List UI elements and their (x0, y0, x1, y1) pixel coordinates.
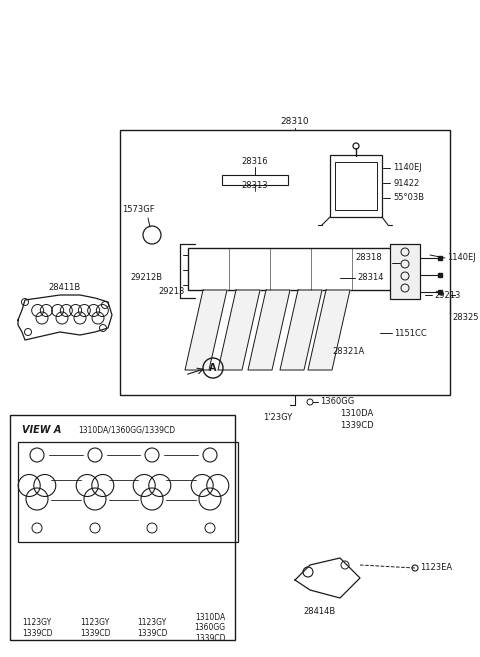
Text: 28414B: 28414B (304, 608, 336, 616)
Text: 28325: 28325 (452, 313, 479, 323)
Bar (10, 415, 235, 640)
Text: 1123GY
1339CD: 1123GY 1339CD (137, 618, 167, 638)
Polygon shape (280, 290, 322, 370)
Bar (330, 155, 382, 217)
Text: 1'23GY: 1'23GY (264, 413, 293, 422)
Polygon shape (218, 290, 260, 370)
Polygon shape (308, 290, 350, 370)
Text: 28314: 28314 (357, 273, 384, 283)
Text: 1573GF: 1573GF (122, 206, 154, 214)
Text: A: A (209, 363, 217, 373)
Text: 1360GG: 1360GG (320, 397, 354, 407)
Text: 1123GY
1339CD: 1123GY 1339CD (22, 618, 52, 638)
Text: 1310DA
1360GG
1339CD: 1310DA 1360GG 1339CD (194, 613, 226, 643)
Text: VIEW A: VIEW A (22, 425, 61, 435)
Bar (120, 130, 450, 395)
Text: 1339CD: 1339CD (340, 422, 373, 430)
Text: 28411B: 28411B (49, 284, 81, 292)
Text: 1140EJ: 1140EJ (393, 164, 422, 173)
Bar (18, 442, 238, 542)
Text: 1123GY
1339CD: 1123GY 1339CD (80, 618, 110, 638)
Text: 1140EJ: 1140EJ (447, 254, 476, 263)
Text: 1123EA: 1123EA (420, 564, 452, 572)
Polygon shape (185, 290, 227, 370)
Bar (390, 244, 420, 299)
Text: 29213: 29213 (434, 290, 460, 300)
Text: 28318: 28318 (355, 254, 382, 263)
Text: 55°03B: 55°03B (393, 194, 424, 202)
Text: 91422: 91422 (393, 179, 419, 187)
Bar (188, 248, 393, 290)
Text: 28316: 28316 (242, 158, 268, 166)
Text: 1310DA: 1310DA (340, 409, 373, 417)
Polygon shape (248, 290, 290, 370)
Bar (222, 175, 288, 185)
Text: 1151CC: 1151CC (394, 328, 427, 338)
Text: 29213: 29213 (158, 288, 185, 296)
Text: 28313: 28313 (242, 181, 268, 189)
Text: 1310DA/1360GG/1339CD: 1310DA/1360GG/1339CD (78, 426, 175, 434)
Text: 29212B: 29212B (131, 273, 163, 283)
Bar (335, 162, 377, 210)
Text: 28310: 28310 (281, 118, 309, 127)
Text: 28321A: 28321A (332, 348, 364, 357)
